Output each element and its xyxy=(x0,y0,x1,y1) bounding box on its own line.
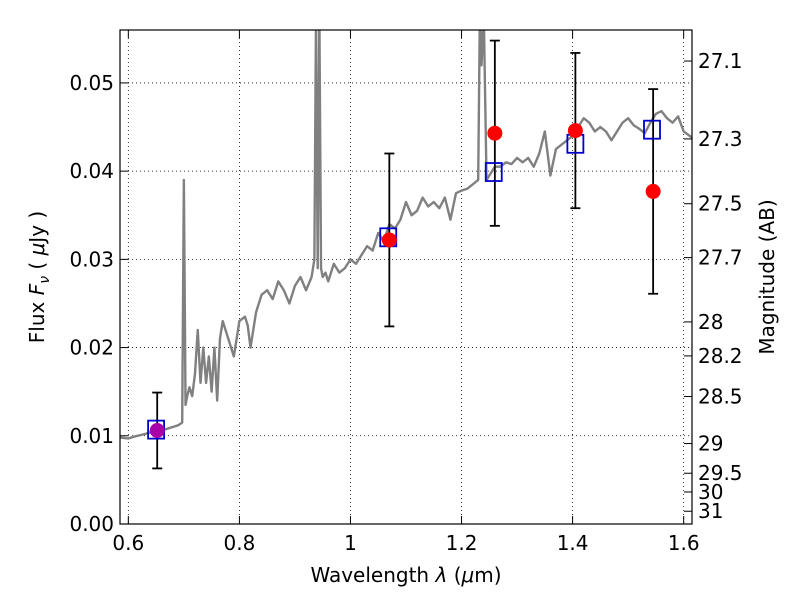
observed-point xyxy=(567,123,583,139)
y-tick-label: 0.04 xyxy=(69,159,114,183)
y-axis-label: Flux Fν ( μJy ) xyxy=(25,211,53,343)
x-axis-label: Wavelength λ (μm) xyxy=(310,563,501,587)
x-tick-label: 1.6 xyxy=(668,531,700,555)
y-tick-label: 0.05 xyxy=(69,71,114,95)
mag-tick-label: 29 xyxy=(698,432,723,456)
mag-tick-label: 28.5 xyxy=(698,384,743,408)
y-tick-label: 0.01 xyxy=(69,424,114,448)
observed-point xyxy=(149,422,165,438)
y-tick-label: 0.02 xyxy=(69,336,114,360)
y-tick-label: 0.03 xyxy=(69,247,114,271)
y-tick-label: 0.00 xyxy=(69,512,114,536)
axis-ticks: 0.6 0.8 1 1.2 1.4 1.6 0.00 0.01 0.02 0.03 0.04 0.05… xyxy=(69,30,743,555)
x-tick-label: 1.4 xyxy=(557,531,589,555)
x-tick-label: 0.6 xyxy=(112,531,144,555)
mag-tick-label: 29.5 xyxy=(698,461,743,485)
mag-tick-label: 28 xyxy=(698,310,723,334)
mag-tick-label: 28.2 xyxy=(698,344,743,368)
model-photometry-square xyxy=(643,119,661,140)
mag-tick-label: 31 xyxy=(698,499,723,523)
model-photometry-square xyxy=(484,162,503,182)
x-tick-label: 1 xyxy=(344,531,357,555)
mag-tick-label: 27.1 xyxy=(698,49,743,73)
observed-point xyxy=(487,125,503,141)
y2-axis-label: Magnitude (AB) xyxy=(755,199,779,354)
observed-point xyxy=(645,183,661,199)
mag-tick-label: 27.5 xyxy=(698,192,743,216)
mag-tick-label: 27.7 xyxy=(698,246,743,270)
x-tick-label: 0.8 xyxy=(223,531,255,555)
mag-tick-label: 27.3 xyxy=(698,127,743,151)
plot-background xyxy=(120,30,692,524)
mag-tick-label: 30 xyxy=(698,480,723,504)
observed-point xyxy=(381,232,397,248)
x-tick-label: 1.2 xyxy=(446,531,478,555)
markers xyxy=(147,39,661,470)
plot-frame xyxy=(119,29,693,525)
